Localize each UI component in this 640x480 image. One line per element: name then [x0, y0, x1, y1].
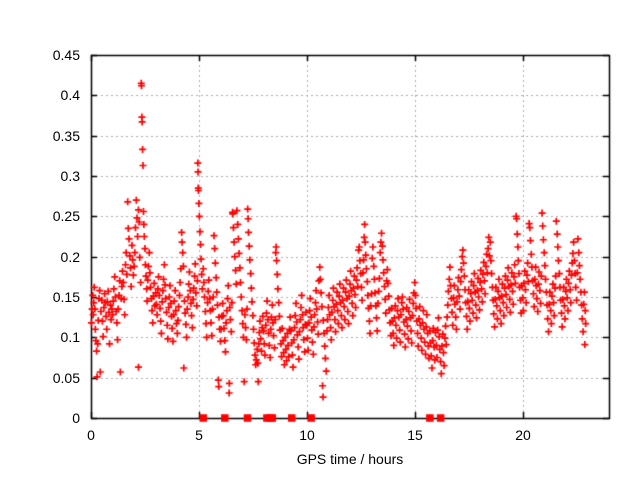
x-axis-title: GPS time / hours — [296, 451, 404, 467]
y-tick-label: 0.25 — [52, 208, 80, 224]
x-tick-label: 15 — [407, 427, 423, 443]
y-tick-label: 0.35 — [52, 128, 80, 144]
y-tick-label: 0.45 — [52, 47, 80, 63]
x-tick-label: 5 — [195, 427, 203, 443]
y-tick-label: 0.4 — [60, 87, 80, 103]
y-tick-label: 0.05 — [52, 370, 80, 386]
y-tick-label: 0.2 — [60, 249, 80, 265]
y-tick-label: 0.1 — [60, 329, 80, 345]
x-tick-label: 10 — [299, 427, 315, 443]
y-tick-label: 0 — [72, 410, 80, 426]
x-tick-label: 20 — [515, 427, 531, 443]
y-tick-label: 0.15 — [52, 289, 80, 305]
x-tick-label: 0 — [87, 427, 95, 443]
y-tick-label: 0.3 — [60, 168, 80, 184]
